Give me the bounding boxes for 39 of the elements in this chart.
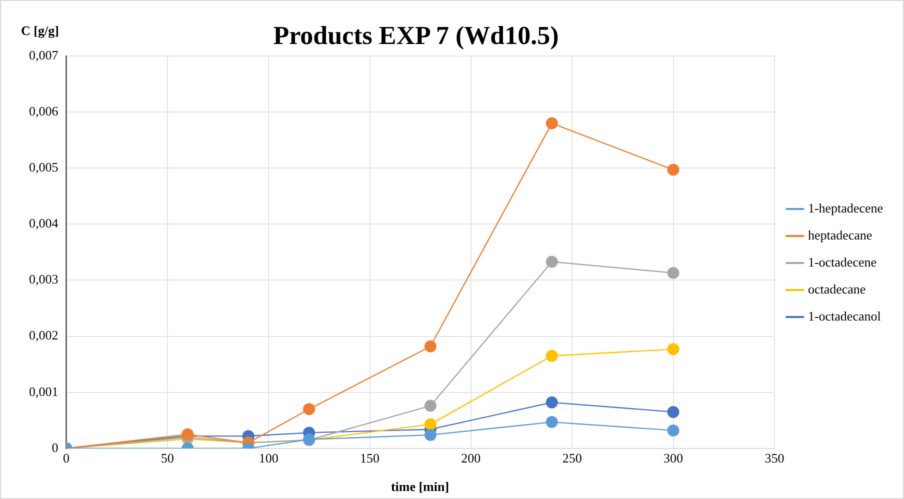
y-tick-label: 0,002 xyxy=(29,328,58,343)
y-tick-label: 0,001 xyxy=(29,384,58,399)
point xyxy=(546,416,558,428)
point xyxy=(546,117,558,130)
legend-label: 1-heptadecene xyxy=(808,200,884,216)
point xyxy=(546,396,558,408)
legend-label: 1-octadecene xyxy=(808,254,877,270)
point xyxy=(424,418,436,430)
y-tick-label: 0 xyxy=(52,440,58,455)
y-axis-title: C [g/g] xyxy=(21,23,59,39)
point xyxy=(667,343,680,356)
y-tick-label: 0,003 xyxy=(29,272,58,287)
y-tick-label: 0,007 xyxy=(29,47,59,62)
point xyxy=(667,164,680,176)
x-tick-label: 0 xyxy=(63,450,70,466)
x-tick-label: 350 xyxy=(764,450,784,466)
legend-label: octadecane xyxy=(808,281,866,296)
x-axis-title: time [min] xyxy=(390,479,450,495)
chart-title: Products EXP 7 (Wd10.5) xyxy=(273,21,559,50)
y-tick-label: 0,004 xyxy=(29,216,59,231)
point xyxy=(667,266,680,279)
x-tick-label: 100 xyxy=(258,450,278,466)
x-tick-label: 250 xyxy=(562,450,582,466)
point xyxy=(667,424,680,436)
x-tick-label: 200 xyxy=(461,450,481,466)
y-tick-label: 0,006 xyxy=(29,103,59,118)
point xyxy=(424,428,436,441)
point xyxy=(424,340,436,352)
point xyxy=(546,350,558,362)
x-tick-label: 150 xyxy=(360,450,380,466)
point xyxy=(303,403,316,416)
point xyxy=(667,406,680,418)
y-tick-label: 0,005 xyxy=(29,160,58,175)
x-tick-label: 50 xyxy=(160,450,174,466)
legend-label: 1-octadecanol xyxy=(808,308,882,324)
x-tick-label: 300 xyxy=(664,450,684,466)
point xyxy=(424,400,436,412)
legend-label: heptadecane xyxy=(808,227,872,242)
point xyxy=(546,256,558,268)
